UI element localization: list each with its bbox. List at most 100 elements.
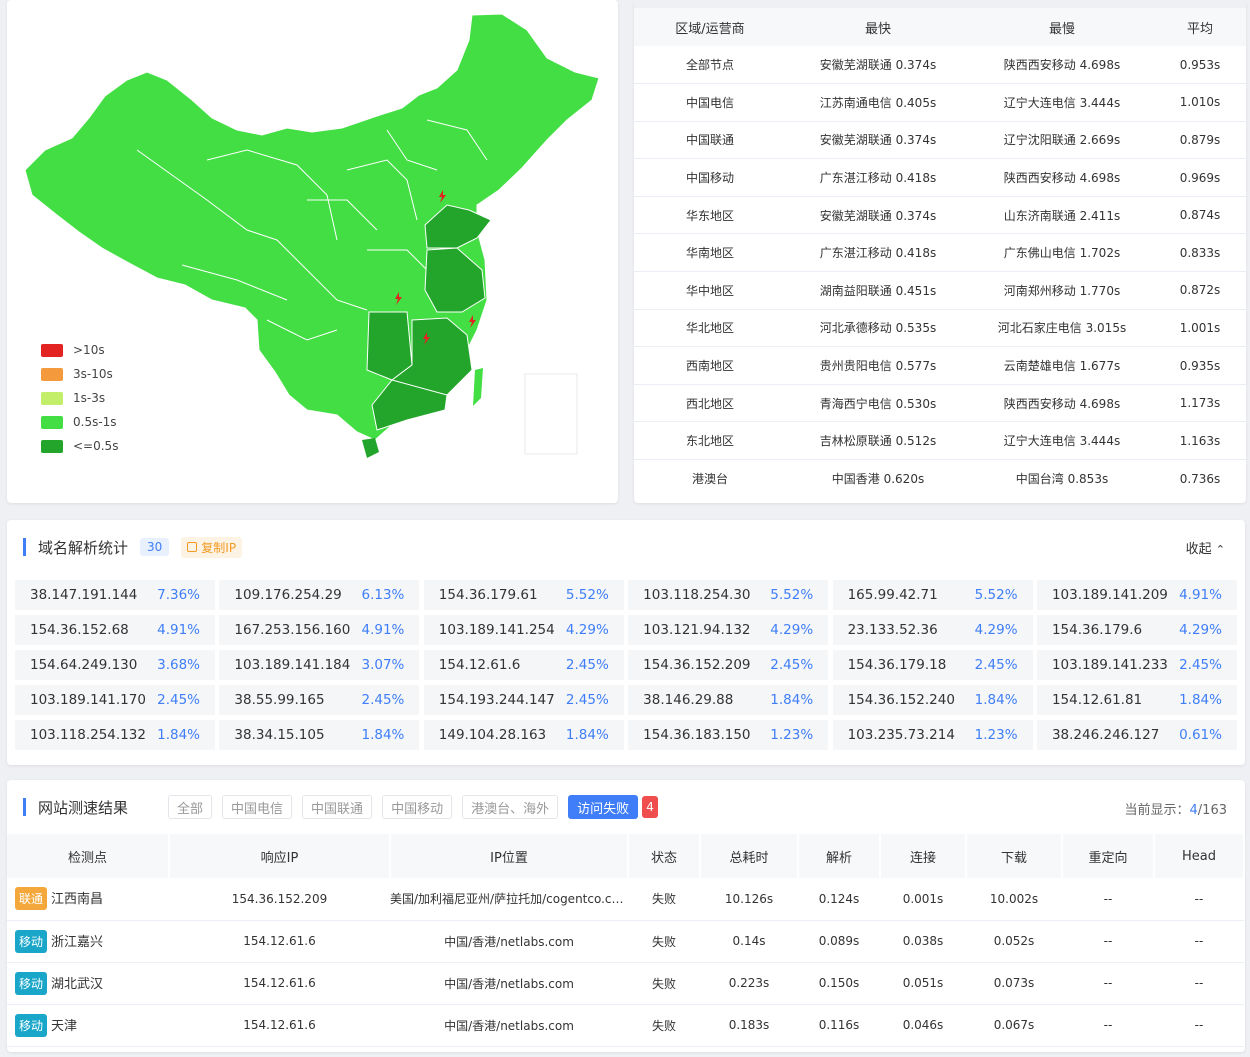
dns-ip-item[interactable]: 38.246.246.127 0.61% [1036, 720, 1237, 750]
header-cell[interactable]: 重定向 [1062, 834, 1155, 878]
test-location: 移动 浙江嘉兴 [7, 920, 169, 963]
region-row: 华北地区 河北承德移动 0.535s 河北石家庄电信 3.015s 1.001s [634, 309, 1246, 348]
legend-label: 3s-10s [73, 367, 113, 381]
dns-ip-item[interactable]: 154.193.244.147 2.45% [423, 685, 624, 715]
header-cell[interactable]: 检测点 [7, 834, 170, 878]
dns-ip-address: 38.34.15.105 [234, 727, 325, 743]
dns-ip-item[interactable]: 154.64.249.130 3.68% [15, 650, 215, 680]
region-card: 区域/运营商 最快 最慢 平均 全部节点 安徽芜湖联通 0.374s 陕西西安移动 … [634, 0, 1246, 503]
filter-unicom[interactable]: 中国联通 [302, 795, 373, 819]
dns-ip-percent: 2.45% [1179, 657, 1222, 673]
response-ip: 154.12.61.6 [169, 920, 390, 963]
fastest-node: 湖南益阳联通 0.451s [786, 271, 970, 310]
dns-ip-item[interactable]: 154.36.179.6 4.29% [1036, 615, 1237, 645]
copy-ip-button[interactable]: 复制IP [181, 536, 243, 558]
dns-ip-item[interactable]: 103.189.141.184 3.07% [219, 650, 420, 680]
connect-time: 0.051s [880, 962, 966, 1005]
fail-count-badge: 4 [642, 796, 659, 818]
dns-ip-percent: 1.84% [770, 692, 814, 708]
china-map[interactable] [7, 0, 618, 503]
status: 失败 [628, 920, 700, 963]
header-cell: 最快 [786, 0, 970, 46]
dns-ip-item[interactable]: 103.189.141.233 2.45% [1036, 650, 1237, 680]
dns-ip-item[interactable]: 154.36.152.68 4.91% [15, 615, 215, 645]
dns-ip-item[interactable]: 167.253.156.160 4.91% [219, 615, 420, 645]
dns-ip-item[interactable]: 38.147.191.144 7.36% [15, 580, 215, 610]
speed-row[interactable]: 移动 浙江嘉兴 154.12.61.6 中国/香港/netlabs.com 失败 0.14… [7, 920, 1244, 963]
dns-ip-item[interactable]: 103.121.94.132 4.29% [628, 615, 829, 645]
dns-ip-item[interactable]: 103.189.141.209 4.91% [1036, 580, 1237, 610]
average-time: 0.736s [1179, 471, 1221, 486]
fastest-node: 河北承德移动 0.535s [786, 309, 970, 348]
legend-item[interactable]: 0.5s-1s [41, 410, 118, 434]
showing-total: /163 [1197, 803, 1227, 818]
download-time: 0.052s [966, 920, 1062, 963]
dns-ip-item[interactable]: 38.34.15.105 1.84% [219, 720, 420, 750]
dns-time: 0.089s [798, 920, 880, 963]
slowest-node: 河北石家庄电信 3.015s [970, 309, 1154, 348]
dns-ip-item[interactable]: 103.118.254.30 5.52% [628, 580, 829, 610]
header-cell[interactable]: 状态 [628, 834, 701, 878]
header-cell[interactable]: 下载 [966, 834, 1063, 878]
dns-ip-percent: 5.52% [974, 587, 1018, 603]
section-accent-bar [23, 798, 26, 816]
legend-item[interactable]: <=0.5s [41, 434, 118, 458]
header-cell[interactable]: 连接 [880, 834, 967, 878]
region-name: 中国电信 [634, 83, 786, 122]
region-row: 西北地区 青海西宁电信 0.530s 陕西西安移动 4.698s 1.173s [634, 384, 1246, 423]
dns-ip-item[interactable]: 103.189.141.254 4.29% [423, 615, 624, 645]
dns-ip-item[interactable]: 103.235.73.214 1.23% [832, 720, 1033, 750]
legend-label: >10s [73, 343, 105, 357]
collapse-label: 收起 [1185, 542, 1212, 557]
redirect: -- [1062, 962, 1154, 1005]
fastest-node: 吉林松原联通 0.512s [786, 421, 970, 461]
header-cell[interactable]: 响应IP [169, 834, 391, 878]
dns-ip-item[interactable]: 154.12.61.81 1.84% [1036, 685, 1237, 715]
legend-item[interactable]: 1s-3s [41, 386, 118, 410]
dns-ip-item[interactable]: 149.104.28.163 1.84% [423, 720, 624, 750]
dns-ip-address: 103.189.141.233 [1051, 657, 1168, 673]
showing-label: 当前显示： [1124, 803, 1190, 818]
filter-telecom[interactable]: 中国电信 [222, 795, 293, 819]
dns-ip-item[interactable]: 154.36.152.240 1.84% [832, 685, 1033, 715]
header-cell[interactable]: IP位置 [390, 834, 629, 878]
speed-row[interactable]: 联通 江西南昌 154.36.152.209 美国/加利福尼亚州/萨拉托加/cogen… [7, 878, 1244, 921]
dns-ip-item[interactable]: 154.36.179.18 2.45% [832, 650, 1033, 680]
region-row: 东北地区 吉林松原联通 0.512s 辽宁大连电信 3.444s 1.163s [634, 421, 1246, 461]
speed-row[interactable]: 移动 天津 154.12.61.6 中国/香港/netlabs.com 失败 0.183s… [7, 1004, 1244, 1047]
header-cell[interactable]: 解析 [798, 834, 881, 878]
dns-ip-item[interactable]: 109.176.254.29 6.13% [219, 580, 420, 610]
filter-all[interactable]: 全部 [168, 795, 213, 819]
download-time: 0.073s [966, 962, 1062, 1005]
filter-overseas[interactable]: 港澳台、海外 [462, 795, 559, 819]
dns-ip-percent: 3.07% [361, 657, 405, 673]
region-name: 中国移动 [634, 158, 786, 197]
header-cell: 区域/运营商 [634, 0, 786, 46]
dns-ip-item[interactable]: 154.36.152.209 2.45% [628, 650, 829, 680]
speed-row[interactable]: 移动 湖北武汉 154.12.61.6 中国/香港/netlabs.com 失败 0.22… [7, 962, 1244, 1005]
dns-ip-item[interactable]: 23.133.52.36 4.29% [832, 615, 1033, 645]
slowest-node: 辽宁大连电信 3.444s [970, 421, 1154, 461]
dns-ip-item[interactable]: 154.36.183.150 1.23% [628, 720, 829, 750]
dns-ip-item[interactable]: 165.99.42.71 5.52% [832, 580, 1033, 610]
header-cell[interactable]: 总耗时 [700, 834, 799, 878]
header-cell[interactable]: Head [1154, 834, 1245, 878]
region-name: 西北地区 [634, 384, 786, 423]
dns-ip-item[interactable]: 38.146.29.88 1.84% [628, 685, 829, 715]
filter-failed[interactable]: 访问失败 [568, 795, 639, 819]
region-row: 港澳台 中国香港 0.620s 中国台湾 0.853s 0.736s [634, 460, 1246, 498]
dns-ip-item[interactable]: 154.12.61.6 2.45% [423, 650, 624, 680]
dns-ip-item[interactable]: 103.118.254.132 1.84% [15, 720, 215, 750]
dns-header: 域名解析统计 30 复制IP [7, 520, 1245, 574]
slowest-node: 陕西西安移动 4.698s [970, 158, 1154, 197]
dns-ip-item[interactable]: 154.36.179.61 5.52% [423, 580, 624, 610]
head: -- [1154, 920, 1244, 963]
dns-ip-item[interactable]: 38.55.99.165 2.45% [219, 685, 420, 715]
collapse-button[interactable]: 收起 ⌃ [1186, 538, 1225, 557]
dns-ip-address: 154.36.179.6 [1051, 622, 1143, 638]
filter-mobile[interactable]: 中国移动 [382, 795, 453, 819]
legend-item[interactable]: >10s [41, 338, 118, 362]
dns-ip-item[interactable]: 103.189.141.170 2.45% [15, 685, 215, 715]
dns-ip-address: 103.121.94.132 [643, 622, 751, 638]
legend-item[interactable]: 3s-10s [41, 362, 118, 386]
